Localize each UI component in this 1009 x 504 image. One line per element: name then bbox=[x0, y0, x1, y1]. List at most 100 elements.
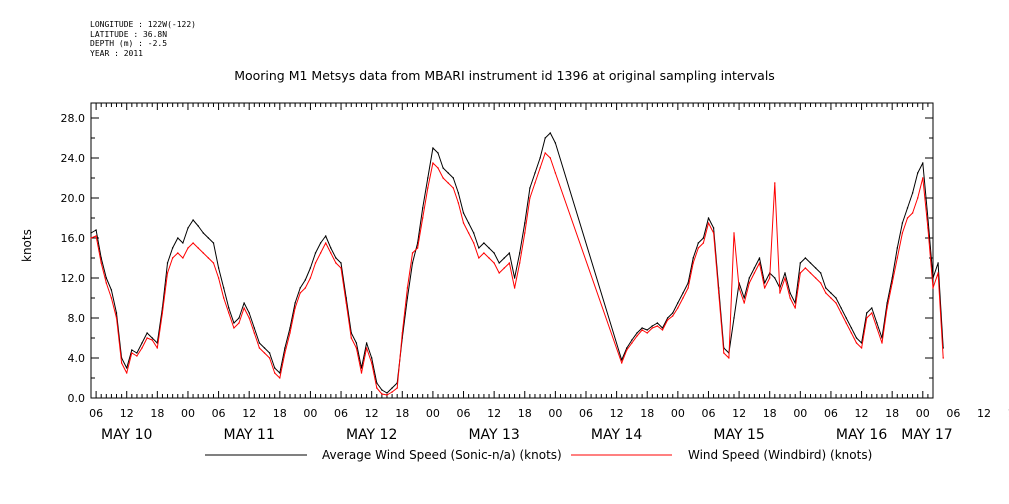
data-point bbox=[248, 317, 250, 319]
data-point bbox=[631, 339, 633, 341]
data-point bbox=[233, 322, 235, 324]
data-point bbox=[712, 227, 715, 229]
data-point bbox=[922, 177, 924, 179]
data-point bbox=[391, 391, 393, 393]
x-tick-label: 06 bbox=[579, 407, 593, 420]
data-point bbox=[626, 347, 628, 349]
data-point bbox=[442, 177, 444, 179]
data-point bbox=[284, 347, 286, 349]
data-point bbox=[534, 182, 536, 184]
data-point bbox=[151, 339, 153, 341]
x-day-label: MAY 17 bbox=[901, 427, 952, 443]
data-point bbox=[452, 187, 454, 189]
data-point bbox=[478, 247, 480, 249]
data-point bbox=[718, 292, 720, 294]
data-point bbox=[136, 355, 138, 357]
data-point bbox=[177, 252, 179, 254]
data-point bbox=[345, 302, 347, 304]
data-point bbox=[314, 252, 317, 254]
data-point bbox=[850, 327, 853, 329]
data-point bbox=[294, 302, 296, 304]
data-point bbox=[279, 377, 281, 379]
y-tick-label: 28.0 bbox=[61, 112, 86, 125]
data-point bbox=[544, 137, 546, 139]
data-point bbox=[365, 342, 368, 344]
data-point bbox=[763, 282, 766, 284]
data-point bbox=[687, 287, 689, 289]
data-point bbox=[651, 325, 653, 327]
data-point bbox=[182, 242, 184, 244]
data-point bbox=[483, 242, 485, 244]
data-point bbox=[319, 242, 322, 244]
data-point bbox=[289, 327, 291, 329]
data-point bbox=[814, 277, 817, 279]
y-tick-label: 4.0 bbox=[68, 352, 86, 365]
data-point bbox=[656, 325, 659, 327]
data-point bbox=[743, 302, 745, 304]
data-point bbox=[442, 167, 444, 169]
data-point bbox=[330, 247, 332, 249]
data-point bbox=[452, 177, 454, 179]
data-point bbox=[223, 287, 225, 289]
data-point bbox=[478, 257, 480, 259]
x-tick-label: 06 bbox=[946, 407, 960, 420]
data-point bbox=[355, 347, 358, 349]
chart-title: Mooring M1 Metsys data from MBARI instru… bbox=[234, 68, 775, 83]
year-text: YEAR : 2011 bbox=[90, 48, 143, 58]
data-point bbox=[141, 342, 143, 344]
data-point bbox=[381, 389, 383, 391]
data-point bbox=[263, 352, 266, 354]
data-point bbox=[207, 257, 210, 259]
y-tick-label: 20.0 bbox=[61, 192, 86, 205]
data-point bbox=[105, 277, 108, 279]
data-point bbox=[748, 282, 750, 284]
data-point bbox=[917, 197, 919, 199]
data-point bbox=[942, 357, 944, 359]
data-point bbox=[325, 242, 327, 244]
data-point bbox=[115, 317, 118, 319]
x-tick-label: 06 bbox=[334, 407, 348, 420]
x-tick-label: 06 bbox=[701, 407, 715, 420]
data-point bbox=[406, 287, 409, 289]
data-point bbox=[733, 232, 735, 234]
data-point bbox=[799, 272, 801, 274]
data-point bbox=[789, 297, 791, 299]
data-point bbox=[809, 262, 812, 264]
x-tick-label: 06 bbox=[824, 407, 838, 420]
data-point bbox=[371, 357, 373, 359]
data-point bbox=[937, 272, 939, 274]
data-point bbox=[340, 267, 342, 269]
latitude-text: LATITUDE : 36.8N bbox=[90, 29, 168, 39]
data-point bbox=[376, 382, 378, 384]
data-point bbox=[830, 292, 832, 294]
data-point bbox=[866, 317, 868, 319]
x-tick-label: 12 bbox=[365, 407, 379, 420]
data-point bbox=[881, 342, 883, 344]
data-point bbox=[666, 317, 669, 319]
data-point bbox=[845, 322, 847, 324]
data-point bbox=[166, 272, 169, 274]
data-point bbox=[457, 202, 460, 204]
data-point bbox=[666, 319, 669, 321]
data-point bbox=[712, 232, 715, 234]
data-point bbox=[217, 267, 220, 269]
data-point bbox=[253, 332, 255, 334]
data-point bbox=[202, 232, 204, 234]
data-point bbox=[723, 352, 725, 354]
data-point bbox=[804, 257, 807, 259]
data-point bbox=[906, 207, 909, 209]
data-point bbox=[488, 247, 490, 249]
data-point bbox=[427, 187, 429, 189]
x-tick-label: 06 bbox=[212, 407, 226, 420]
data-point bbox=[238, 317, 240, 319]
data-point bbox=[672, 312, 674, 314]
y-tick-label: 0.0 bbox=[68, 392, 86, 405]
data-point bbox=[115, 312, 118, 314]
data-point bbox=[274, 372, 276, 374]
data-point bbox=[636, 335, 638, 337]
data-point bbox=[110, 289, 113, 291]
data-point bbox=[105, 282, 108, 284]
x-tick-label: 00 bbox=[671, 407, 685, 420]
data-point bbox=[95, 229, 97, 231]
data-point bbox=[758, 257, 761, 259]
